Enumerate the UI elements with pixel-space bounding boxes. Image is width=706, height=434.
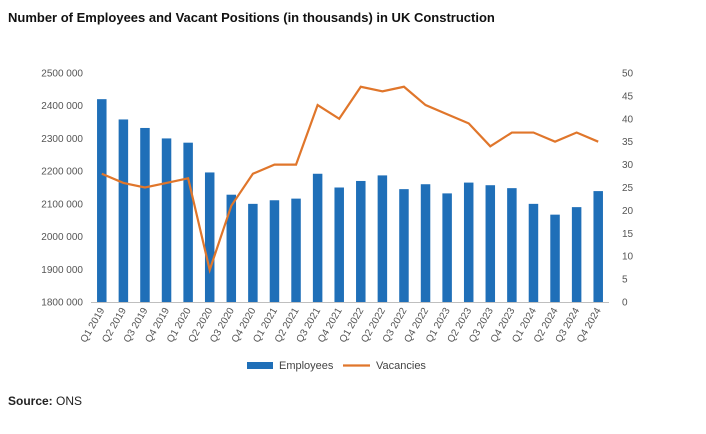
employees-bar-17: [442, 193, 452, 302]
legend-label-vacancies: Vacancies: [376, 360, 426, 372]
y-right-tick-label: 40: [622, 114, 634, 125]
y-left-tick-label: 2200 000: [41, 167, 83, 178]
employees-bar-6: [204, 172, 215, 302]
employees-bars: [97, 99, 603, 303]
employees-bar-15: [399, 189, 409, 302]
employees-bar-20: [507, 188, 517, 302]
source-label: Source:: [8, 394, 53, 408]
y-axis-right: 0 5 10 15 20 25 30 35 40 45 50: [622, 69, 634, 309]
employees-bar-23: [571, 207, 582, 302]
chart-title: Number of Employees and Vacant Positions…: [8, 10, 495, 25]
employees-bar-14: [377, 175, 388, 302]
legend-swatch-employees: [247, 362, 273, 369]
employees-bar-1: [97, 99, 107, 302]
y-right-tick-label: 50: [622, 69, 634, 80]
employees-bar-13: [356, 180, 366, 302]
y-left-tick-label: 2400 000: [41, 101, 83, 112]
vacancies-line: [101, 85, 599, 274]
y-left-tick-label: 2000 000: [41, 232, 83, 243]
employees-bar-18: [463, 182, 474, 302]
employees-bar-5: [183, 142, 193, 302]
y-right-tick-label: 25: [622, 183, 634, 194]
y-right-tick-label: 5: [622, 275, 628, 286]
source-note: Source: ONS: [8, 394, 82, 408]
employees-bar-21: [528, 203, 539, 302]
y-left-tick-label: 2500 000: [41, 69, 83, 80]
employees-bar-16: [420, 184, 431, 302]
y-left-tick-label: 1800 000: [41, 298, 83, 309]
employees-bar-11: [312, 173, 323, 302]
employees-bar-10: [291, 198, 301, 302]
employees-bar-24: [593, 191, 603, 302]
y-right-tick-label: 45: [622, 91, 634, 102]
legend: Employees Vacancies: [247, 360, 426, 372]
employees-bar-3: [140, 127, 150, 303]
y-left-tick-label: 2300 000: [41, 134, 83, 145]
employees-bar-22: [550, 214, 560, 302]
y-left-tick-label: 1900 000: [41, 265, 83, 276]
employees-bar-9: [269, 200, 280, 302]
y-right-tick-label: 20: [622, 206, 634, 217]
y-right-tick-label: 15: [622, 229, 634, 240]
employees-bar-7: [226, 194, 237, 302]
y-right-tick-label: 35: [622, 137, 634, 148]
y-right-tick-label: 0: [622, 298, 628, 309]
y-right-tick-label: 30: [622, 160, 634, 171]
employees-bar-19: [485, 185, 496, 302]
y-left-tick-label: 2100 000: [41, 199, 83, 210]
employees-bar-4: [161, 138, 172, 302]
employees-bar-2: [118, 119, 129, 302]
employees-bar-12: [334, 187, 344, 302]
y-axis-left: 1800 000 1900 000 2000 000 2100 000 2200 000…: [41, 69, 83, 309]
employees-bar-8: [248, 203, 258, 302]
source-value: ONS: [56, 394, 83, 408]
vacancies-line-layer: [101, 85, 599, 274]
y-right-tick-label: 10: [622, 252, 634, 263]
legend-label-employees: Employees: [279, 360, 334, 372]
